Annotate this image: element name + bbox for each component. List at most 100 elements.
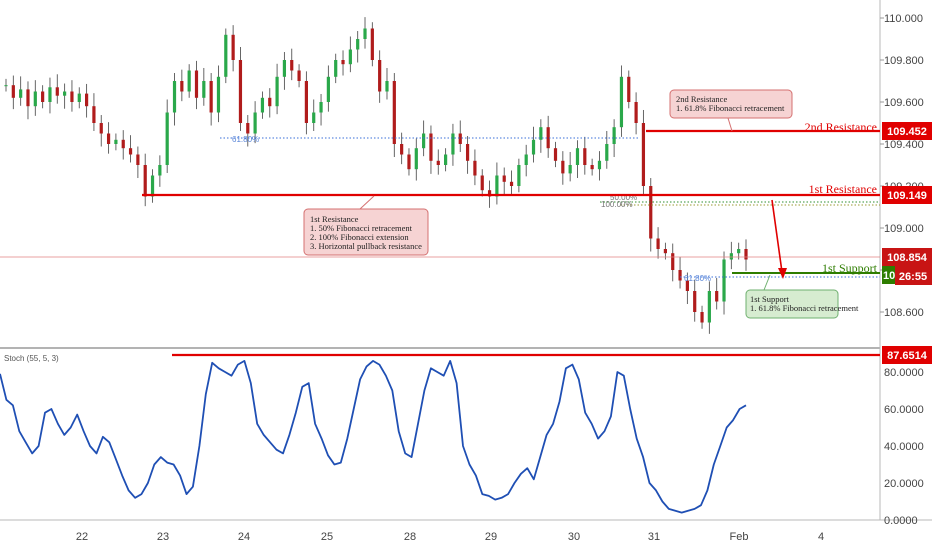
time-tick-label: 23 — [157, 531, 169, 543]
candle — [202, 67, 206, 106]
candle — [458, 120, 462, 152]
stoch-tick-label: 60.0000 — [884, 404, 924, 416]
candle — [473, 149, 477, 186]
candle — [707, 281, 711, 334]
annotation-res1-line2: 1. 50% Fibonacci retracement — [310, 223, 413, 233]
candle — [19, 76, 23, 106]
candle — [348, 36, 352, 73]
stoch-tick-label: 0.0000 — [884, 515, 918, 527]
candle — [114, 133, 118, 151]
time-tick-label: 22 — [76, 531, 88, 543]
annotation-res1-line1: 1st Resistance — [310, 214, 359, 224]
candle — [590, 158, 594, 176]
candle — [517, 158, 521, 193]
candle — [290, 48, 294, 81]
annotation-sup1-line2: 1. 61.8% Fibonacci retracement — [750, 303, 859, 313]
time-tick-label: 24 — [238, 531, 250, 543]
candle — [524, 144, 528, 177]
candle — [312, 99, 316, 131]
candle — [41, 85, 45, 109]
svg-text:10: 10 — [883, 270, 895, 282]
stoch-pane[interactable] — [0, 349, 880, 519]
candle — [597, 151, 602, 181]
candle — [165, 99, 169, 173]
svg-text:26:55: 26:55 — [899, 271, 927, 283]
candle — [553, 141, 558, 168]
badge-countdown: 26:55 — [895, 266, 932, 285]
time-tick-label: 28 — [404, 531, 416, 543]
candle — [55, 74, 59, 104]
price-tick-label: 109.800 — [884, 55, 924, 67]
candle — [495, 162, 499, 205]
candle — [385, 67, 389, 100]
candle — [128, 135, 133, 163]
svg-text:109.452: 109.452 — [887, 126, 927, 138]
candle — [634, 92, 638, 135]
candle — [150, 169, 155, 203]
candle — [378, 50, 382, 103]
candle — [172, 73, 177, 126]
time-axis: 22 23 24 25 28 29 30 31 Feb 4 — [76, 531, 824, 543]
badge-res2: 109.452 — [882, 122, 932, 140]
candle — [180, 69, 184, 102]
price-tick-label: 109.000 — [884, 223, 924, 235]
candle — [275, 63, 279, 115]
stoch-axis: 80.0000 60.0000 40.0000 20.0000 0.0000 — [884, 367, 924, 527]
annotation-res1[interactable]: 1st Resistance 1. 50% Fibonacci retracem… — [303, 195, 429, 256]
badge-last-price: 108.854 — [882, 248, 932, 266]
fib-label-50: 50.00% — [610, 193, 637, 202]
candle — [744, 239, 748, 271]
time-tick-label: 31 — [648, 531, 660, 543]
stoch-tick-label: 40.0000 — [884, 441, 924, 453]
candle — [414, 138, 418, 181]
candle — [444, 148, 448, 172]
candle — [341, 50, 345, 76]
candle — [502, 167, 506, 195]
candle — [253, 101, 257, 144]
fib-label-left: 61.80% — [232, 135, 259, 144]
candle — [429, 125, 433, 174]
candle — [297, 64, 301, 88]
candle — [561, 151, 565, 185]
candle — [407, 148, 411, 176]
candlestick-series — [4, 17, 748, 334]
candle — [627, 70, 631, 109]
candle — [334, 53, 338, 84]
candle — [612, 119, 616, 158]
time-tick-label: 25 — [321, 531, 333, 543]
candle — [4, 78, 8, 92]
candle — [392, 73, 396, 158]
candle — [693, 279, 697, 322]
candle — [48, 77, 52, 114]
candle — [231, 25, 235, 72]
candle — [605, 130, 609, 169]
candle — [194, 60, 199, 110]
candle — [70, 80, 74, 112]
candle — [370, 22, 374, 67]
price-tick-label: 110.000 — [884, 13, 923, 25]
candle — [326, 65, 330, 112]
price-tick-label: 109.600 — [884, 97, 924, 109]
candle — [715, 277, 719, 310]
candle — [304, 71, 308, 135]
candle — [649, 178, 653, 252]
candle — [26, 81, 30, 120]
candle — [187, 64, 191, 98]
annotation-res2-line2: 1. 61.8% Fibonacci retracement — [676, 103, 785, 113]
annotation-res1-line3: 2. 100% Fibonacci extension — [310, 232, 409, 242]
candle — [33, 80, 37, 116]
resistance-1-label: 1st Resistance — [809, 182, 877, 196]
candle — [121, 130, 125, 160]
candle — [700, 305, 704, 329]
stoch-tick-label: 80.0000 — [884, 367, 924, 379]
candle — [400, 132, 404, 165]
annotation-res2[interactable]: 2nd Resistance 1. 61.8% Fibonacci retrac… — [669, 89, 793, 132]
candle — [451, 123, 455, 166]
svg-text:109.149: 109.149 — [887, 190, 927, 202]
annotation-sup1[interactable]: 1st Support 1. 61.8% Fibonacci retraceme… — [745, 274, 859, 319]
candle — [11, 75, 15, 110]
time-tick-label: Feb — [730, 531, 749, 543]
resistance-2-label: 2nd Resistance — [805, 120, 877, 134]
candle — [260, 91, 265, 119]
